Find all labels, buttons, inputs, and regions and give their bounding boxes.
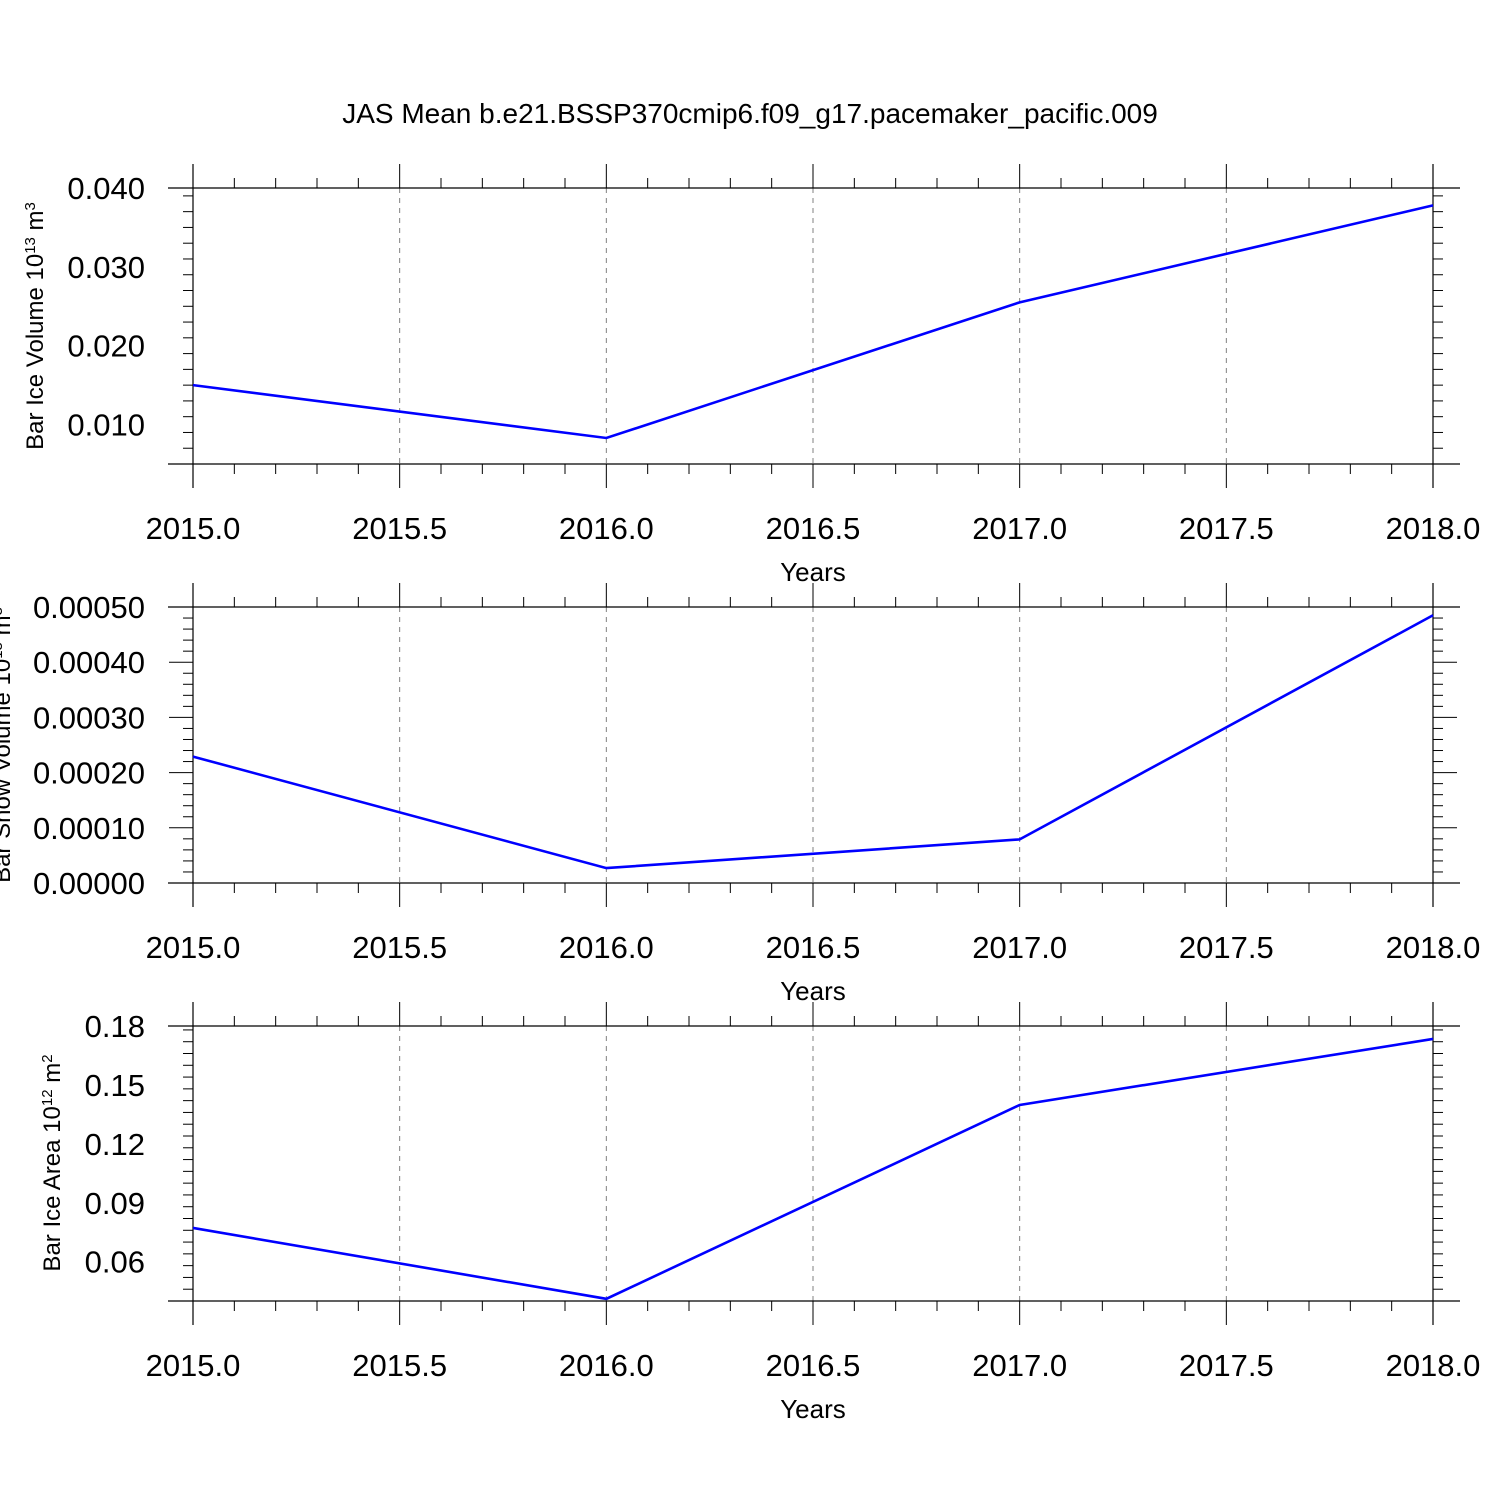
- x-tick-label: 2015.0: [146, 1348, 241, 1383]
- panel-ice-area: 0.06 0.09 0.12 0.15 0.18 2015.0 2015.5 2016.0 20…: [39, 1002, 1481, 1424]
- x-tick-label: 2015.5: [352, 930, 447, 965]
- x-tick-label: 2017.5: [1179, 1348, 1274, 1383]
- x-tick-label: 2018.0: [1386, 930, 1481, 965]
- y-axis-label: Bar Ice Area 1012 m2: [39, 1054, 67, 1271]
- x-tick-label: 2015.5: [352, 511, 447, 546]
- y-tick-label: 0.00030: [33, 700, 145, 735]
- y-tick-label: 0.12: [85, 1127, 145, 1162]
- panel-ice-volume: 0.010 0.020 0.030 0.040 2015.0 2015.5 2016.0 20…: [22, 164, 1481, 587]
- y-tick-label: 0.030: [67, 250, 145, 285]
- x-tick-label: 2016.5: [766, 1348, 861, 1383]
- x-axis-label: Years: [780, 557, 846, 587]
- y-tick-label: 0.020: [67, 329, 145, 364]
- y-tick-label: 0.06: [85, 1245, 145, 1280]
- x-tick-label: 2016.0: [559, 511, 654, 546]
- x-tick-label: 2016.0: [559, 1348, 654, 1383]
- y-tick-label: 0.00020: [33, 756, 145, 791]
- x-tick-label: 2016.5: [766, 930, 861, 965]
- data-line: [192, 614, 1434, 870]
- chart-title: JAS Mean b.e21.BSSP370cmip6.f09_g17.pace…: [342, 98, 1158, 129]
- x-tick-label: 2016.0: [559, 930, 654, 965]
- x-tick-label: 2015.0: [146, 930, 241, 965]
- x-axis-label: Years: [780, 976, 846, 1006]
- y-axis-label: Bar Ice Volume 1013 m3: [22, 202, 50, 450]
- x-tick-label: 2017.5: [1179, 930, 1274, 965]
- panel-snow-volume: 0.00000 0.00010 0.00020 0.00030 0.00040 0.000…: [0, 583, 1480, 1006]
- y-tick-label: 0.09: [85, 1186, 145, 1221]
- x-tick-label: 2017.0: [972, 1348, 1067, 1383]
- x-tick-label: 2015.0: [146, 511, 241, 546]
- x-axis-label: Years: [780, 1394, 846, 1424]
- data-line: [192, 1037, 1434, 1301]
- y-tick-label: 0.00010: [33, 811, 145, 846]
- x-tick-label: 2016.5: [766, 511, 861, 546]
- y-axis-label: Bar Snow Volume 1013 m3: [0, 607, 16, 883]
- x-tick-label: 2018.0: [1386, 511, 1481, 546]
- y-tick-label: 0.18: [85, 1009, 145, 1044]
- x-tick-label: 2017.5: [1179, 511, 1274, 546]
- x-tick-label: 2018.0: [1386, 1348, 1481, 1383]
- y-tick-label: 0.15: [85, 1068, 145, 1103]
- x-tick-label: 2015.5: [352, 1348, 447, 1383]
- y-tick-label: 0.00050: [33, 590, 145, 625]
- y-tick-label: 0.00040: [33, 645, 145, 680]
- y-tick-label: 0.010: [67, 408, 145, 443]
- y-tick-label: 0.040: [67, 171, 145, 206]
- data-line: [192, 204, 1434, 440]
- x-tick-label: 2017.0: [972, 930, 1067, 965]
- y-tick-label: 0.00000: [33, 866, 145, 901]
- x-tick-label: 2017.0: [972, 511, 1067, 546]
